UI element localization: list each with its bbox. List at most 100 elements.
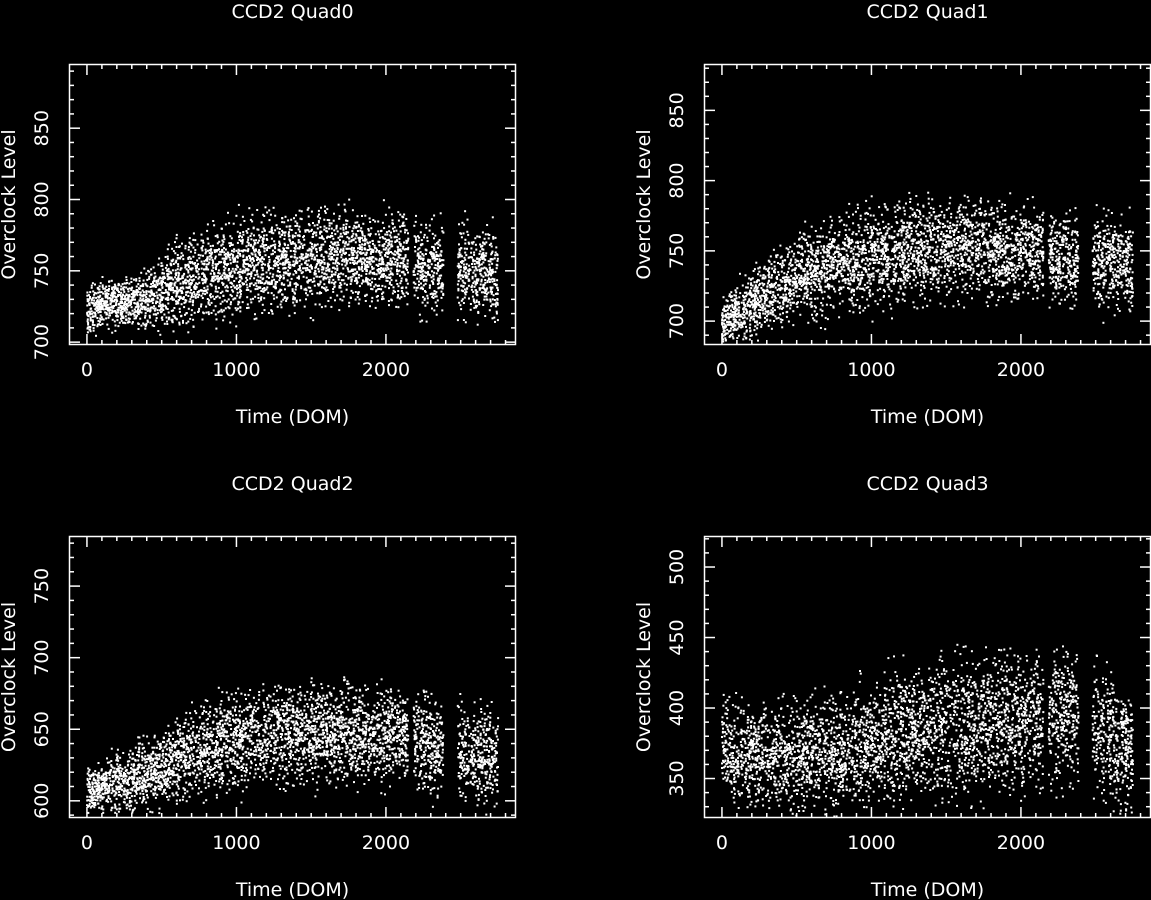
data-point — [229, 293, 232, 296]
data-point — [483, 283, 486, 286]
data-point — [433, 271, 436, 274]
data-point — [416, 277, 419, 280]
data-point — [895, 246, 898, 249]
data-point — [389, 281, 391, 284]
data-point — [794, 286, 797, 289]
data-point — [371, 256, 374, 258]
data-point — [1038, 265, 1041, 268]
data-point — [348, 301, 351, 304]
data-point — [252, 297, 254, 300]
data-point — [895, 248, 898, 251]
data-point — [253, 265, 256, 268]
data-point — [325, 250, 328, 253]
data-point — [380, 274, 383, 277]
data-point — [324, 240, 327, 243]
data-point — [1010, 216, 1013, 219]
data-point — [782, 264, 785, 267]
data-point — [192, 325, 195, 328]
data-point — [297, 268, 300, 271]
data-point — [185, 312, 188, 315]
data-point — [258, 239, 261, 242]
data-point — [174, 316, 177, 319]
data-point — [321, 286, 324, 289]
data-point — [859, 280, 862, 283]
data-point — [354, 277, 357, 280]
data-point — [259, 235, 262, 238]
data-point — [972, 252, 975, 254]
data-point — [367, 229, 370, 232]
data-point — [137, 303, 140, 306]
data-point — [313, 231, 316, 234]
data-point — [856, 299, 859, 301]
data-point — [413, 267, 416, 270]
data-point — [158, 282, 161, 285]
data-point — [364, 265, 367, 268]
data-point — [345, 219, 347, 222]
data-point — [350, 270, 353, 273]
data-point — [456, 296, 459, 299]
data-point — [298, 225, 301, 228]
data-point — [970, 267, 973, 270]
data-point — [97, 296, 100, 299]
data-point — [134, 298, 136, 301]
data-point — [306, 249, 309, 252]
data-point — [785, 293, 788, 296]
data-point — [154, 286, 157, 288]
data-point — [290, 229, 293, 231]
data-point — [234, 307, 237, 310]
data-point — [1097, 268, 1100, 271]
data-point — [282, 249, 285, 252]
data-point — [99, 318, 102, 321]
data-point — [1055, 242, 1058, 245]
data-point — [1061, 276, 1064, 279]
data-point — [758, 284, 761, 287]
data-point — [248, 264, 250, 267]
data-point — [214, 235, 217, 238]
data-point — [421, 270, 424, 273]
data-point — [833, 232, 836, 235]
data-point — [885, 275, 888, 277]
data-point — [274, 229, 277, 232]
data-point — [180, 255, 183, 258]
data-point — [247, 236, 250, 239]
data-point — [420, 277, 423, 280]
data-point — [1023, 248, 1026, 251]
data-point — [250, 301, 253, 304]
data-point — [263, 309, 266, 312]
data-point — [324, 305, 327, 308]
data-point — [476, 261, 479, 264]
data-point — [406, 265, 409, 268]
data-point — [277, 275, 280, 278]
data-point — [182, 287, 185, 290]
data-point — [981, 265, 984, 268]
data-point — [189, 300, 192, 303]
data-point — [823, 245, 825, 248]
data-point — [273, 285, 276, 288]
data-point — [221, 257, 224, 260]
data-point — [270, 237, 273, 240]
data-point — [366, 278, 369, 281]
data-point — [931, 278, 934, 281]
data-point — [329, 296, 332, 299]
data-point — [221, 249, 224, 251]
data-point — [415, 214, 417, 217]
data-point — [464, 268, 467, 271]
data-point — [306, 229, 309, 232]
data-point — [887, 223, 890, 226]
data-point — [309, 317, 312, 319]
data-point — [399, 274, 401, 277]
data-point — [123, 282, 126, 285]
data-point — [388, 263, 391, 266]
data-point — [337, 243, 340, 246]
data-point — [432, 281, 434, 284]
data-point — [480, 274, 483, 277]
data-point — [210, 301, 213, 304]
data-point — [297, 277, 300, 280]
data-point — [336, 247, 339, 249]
data-point — [164, 304, 167, 307]
data-point — [356, 250, 359, 253]
data-point — [473, 269, 476, 272]
data-point — [381, 295, 384, 298]
data-point — [323, 258, 326, 261]
data-point — [290, 255, 293, 258]
